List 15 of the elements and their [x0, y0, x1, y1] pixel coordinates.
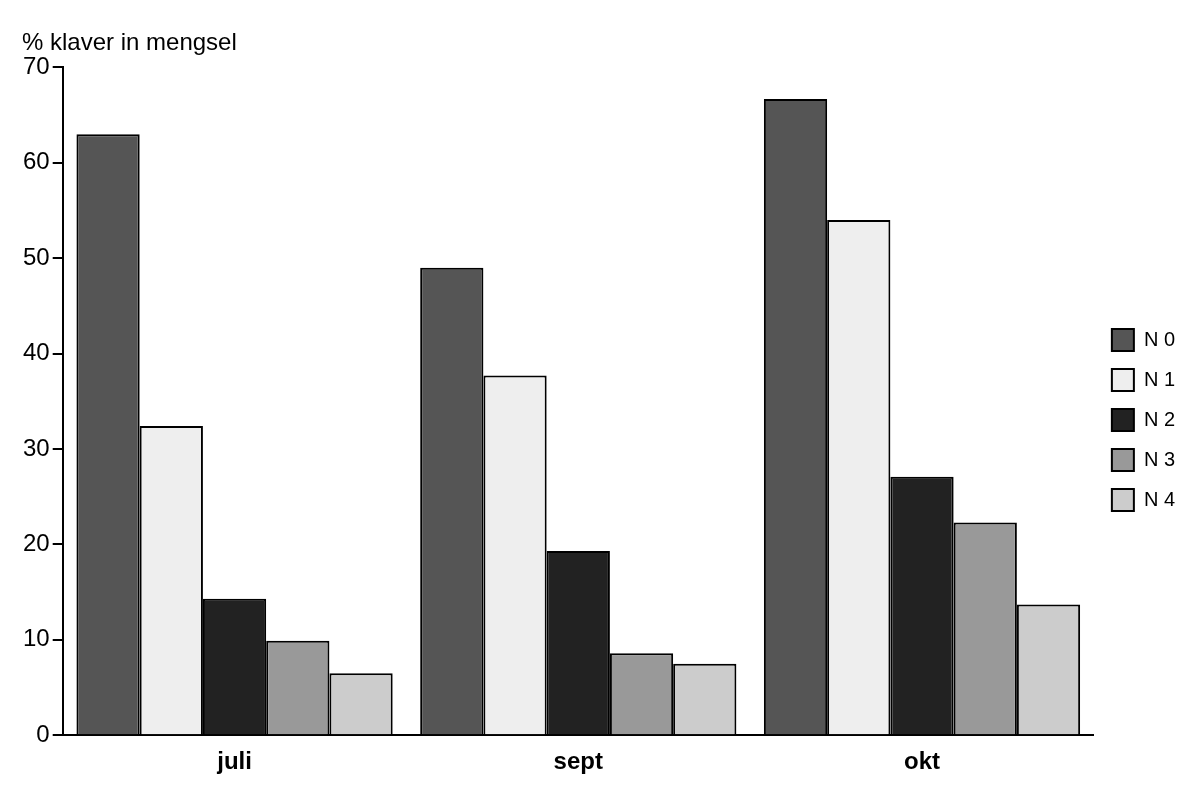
- y-tick-label: 20: [22, 529, 50, 557]
- legend-label: N 2: [1143, 407, 1175, 430]
- y-tick-label: 10: [22, 624, 50, 652]
- y-tick-label: 60: [22, 147, 50, 175]
- legend-label: N 3: [1143, 447, 1175, 470]
- legend-label: N 0: [1143, 327, 1175, 350]
- y-tick-label: 50: [22, 242, 50, 270]
- legend-label: N 1: [1143, 367, 1175, 390]
- y-tick-label: 30: [22, 433, 50, 461]
- x-tick-label: sept: [553, 747, 603, 775]
- y-tick-label: 40: [22, 338, 50, 366]
- legend-label: N 4: [1143, 487, 1175, 510]
- y-tick-label: 0: [36, 719, 50, 747]
- x-tick-label: okt: [904, 747, 941, 775]
- x-tick-label: juli: [216, 747, 252, 775]
